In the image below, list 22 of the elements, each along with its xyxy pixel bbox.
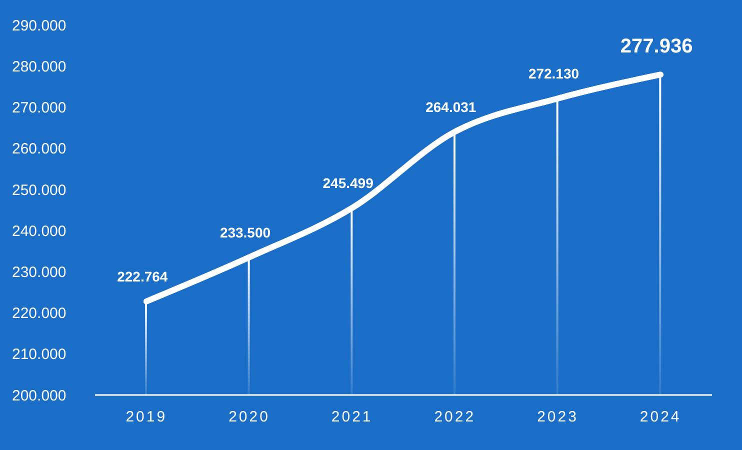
- x-tick-label: 2020: [228, 408, 270, 426]
- y-tick-label: 210.000: [12, 346, 66, 364]
- data-label: 222.764: [117, 268, 168, 284]
- y-tick-label: 250.000: [12, 182, 66, 199]
- y-tick-label: 280.000: [12, 58, 66, 76]
- data-label: 245.499: [322, 174, 374, 191]
- y-tick-label: 230.000: [12, 264, 66, 281]
- data-label: 264.031: [426, 98, 476, 115]
- x-tick-label: 2021: [331, 408, 373, 426]
- x-tick-label: 2022: [434, 408, 476, 426]
- y-tick-label: 270.000: [12, 100, 66, 117]
- data-label: 277.936: [620, 36, 693, 58]
- data-label: 233.500: [220, 224, 271, 240]
- x-tick-label: 2019: [126, 408, 168, 426]
- y-tick-label: 290.000: [12, 17, 66, 34]
- y-tick-label: 260.000: [12, 140, 66, 158]
- y-tick-label: 200.000: [12, 387, 66, 404]
- x-tick-label: 2023: [537, 408, 578, 426]
- y-tick-label: 240.000: [12, 222, 66, 240]
- x-tick-label: 2024: [640, 408, 682, 426]
- y-tick-label: 220.000: [12, 305, 66, 322]
- data-label: 272.130: [528, 65, 580, 82]
